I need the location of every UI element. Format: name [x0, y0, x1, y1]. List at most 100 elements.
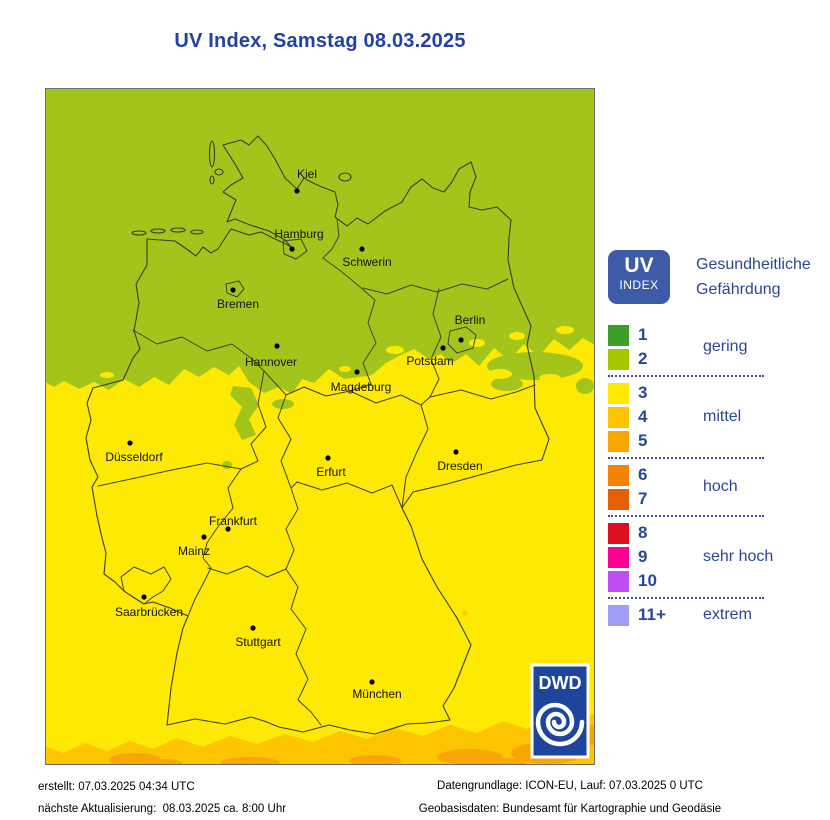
city-dot-schwerin [359, 246, 365, 252]
legend-group-mittel: 3 4 5 mittel [608, 381, 826, 453]
legend-row-4: 4 [608, 405, 826, 429]
city-dot-hamburg [289, 246, 295, 252]
legend-label-extrem: extrem [703, 606, 752, 623]
legend-group-extrem: 11+ extrem [608, 603, 826, 627]
footer-next-update: nächste Aktualisierung: 08.03.2025 ca. 8… [38, 803, 287, 815]
uvi-5-swatch [608, 430, 629, 452]
legend-group-hoch: 6 7 hoch [608, 463, 826, 511]
uvi-9-swatch [608, 546, 629, 568]
uvi-6-swatch [608, 464, 629, 486]
legend-separator [608, 597, 764, 599]
legend-row-3: 3 [608, 381, 826, 405]
uvi-10-swatch [608, 570, 629, 592]
legend-row-6: 6 [608, 463, 826, 487]
uv-map: Kiel Hamburg Schwerin Bremen Berlin Hann… [45, 88, 595, 765]
uvi-9-value: 9 [638, 547, 648, 566]
city-label-dresden: Dresden [437, 459, 482, 473]
uvi-11-swatch [608, 604, 629, 626]
dwd-spiral-icon [535, 702, 585, 747]
legend-row-10: 10 [608, 569, 826, 593]
city-dot-muenchen [369, 679, 375, 685]
city-dot-duesseldorf [127, 440, 133, 446]
city-label-schwerin: Schwerin [342, 255, 391, 269]
uvi-1-swatch [608, 324, 629, 346]
legend-heading: Gesundheitliche Gefährdung [696, 252, 811, 302]
legend-label-hoch: hoch [703, 478, 738, 495]
city-label-stuttgart: Stuttgart [235, 635, 281, 649]
city-label-hamburg: Hamburg [274, 227, 323, 241]
uvi-1-value: 1 [638, 325, 648, 344]
legend-separator [608, 457, 764, 459]
footer-created: erstellt: 07.03.2025 04:34 UTC [38, 781, 195, 793]
city-label-magdeburg: Magdeburg [331, 380, 392, 394]
legend-row-8: 8 [608, 521, 826, 545]
uvi-7-swatch [608, 488, 629, 510]
city-label-muenchen: München [352, 687, 401, 701]
dwd-logo: DWD [530, 663, 590, 759]
uvi-7-value: 7 [638, 489, 648, 508]
uv-green-region [45, 88, 595, 469]
uvi-8-value: 8 [638, 523, 648, 542]
uv-map-svg: Kiel Hamburg Schwerin Bremen Berlin Hann… [45, 88, 595, 765]
legend-heading-line1: Gesundheitliche [696, 256, 811, 273]
uvi-8-swatch [608, 522, 629, 544]
state-borders [97, 218, 536, 726]
uvi-3-value: 3 [638, 383, 648, 402]
uv-badge-line2: INDEX [619, 278, 659, 292]
legend-group-sehr-hoch: 8 9 10 sehr hoch [608, 521, 826, 593]
legend-row-5: 5 [608, 429, 826, 453]
city-dot-saarbruecken [141, 594, 147, 600]
footer-data-source: Datengrundlage: ICON-EU, Lauf: 07.03.202… [437, 780, 703, 792]
legend-groups: 1 2 gering 3 4 5 mittel [608, 323, 826, 627]
city-label-hannover: Hannover [245, 355, 297, 369]
legend-label-gering: gering [703, 338, 748, 355]
map-frame [45, 88, 595, 765]
city-dot-hannover [274, 343, 280, 349]
city-dot-berlin [458, 337, 464, 343]
uv-index-badge: UV INDEX [608, 250, 670, 304]
legend-row-11: 11+ [608, 603, 826, 627]
uvi-5-value: 5 [638, 431, 648, 450]
legend-label-sehr-hoch: sehr hoch [703, 548, 774, 565]
legend-separator [608, 515, 764, 517]
city-dot-dresden [453, 449, 459, 455]
city-dot-bremen [230, 287, 236, 293]
city-label-mainz: Mainz [178, 544, 210, 558]
city-label-erfurt: Erfurt [316, 465, 346, 479]
legend-row-9: 9 [608, 545, 826, 569]
city-label-saarbruecken: Saarbrücken [115, 605, 183, 619]
dwd-logo-text: DWD [539, 673, 582, 693]
legend-heading-line2: Gefährdung [696, 281, 781, 298]
city-label-frankfurt: Frankfurt [209, 514, 258, 528]
city-label-bremen: Bremen [217, 297, 259, 311]
uv-yellow-patches [100, 326, 591, 382]
city-label-berlin: Berlin [455, 313, 486, 327]
city-dot-erfurt [325, 455, 331, 461]
legend-label-mittel: mittel [703, 408, 742, 425]
legend-row-2: 2 [608, 347, 826, 371]
city-label-duesseldorf: Düsseldorf [105, 450, 163, 464]
uvi-3-swatch [608, 382, 629, 404]
legend-group-gering: 1 2 gering [608, 323, 826, 371]
uvi-6-value: 6 [638, 465, 648, 484]
city-dot-kiel [294, 188, 300, 194]
islands [131, 140, 352, 236]
legend-panel: UV INDEX Gesundheitliche Gefährdung 1 2 … [608, 250, 826, 627]
city-dot-mainz [201, 534, 207, 540]
uvi-10-value: 10 [638, 571, 657, 590]
germany-outline [85, 135, 550, 735]
city-dot-stuttgart [250, 625, 256, 631]
uvi-2-value: 2 [638, 349, 648, 368]
legend-separator [608, 375, 764, 377]
city-dot-magdeburg [354, 369, 360, 375]
uv-badge-line1: UV [624, 254, 654, 277]
legend-row-1: 1 [608, 323, 826, 347]
page-title: UV Index, Samstag 08.03.2025 [174, 30, 466, 52]
legend-row-7: 7 [608, 487, 826, 511]
city-label-potsdam: Potsdam [406, 354, 453, 368]
footer-geo-source: Geobasisdaten: Bundesamt für Kartographi… [418, 803, 722, 815]
uvi-11-value: 11+ [638, 605, 666, 624]
uvi-4-value: 4 [638, 407, 648, 426]
uvi-4-swatch [608, 406, 629, 428]
